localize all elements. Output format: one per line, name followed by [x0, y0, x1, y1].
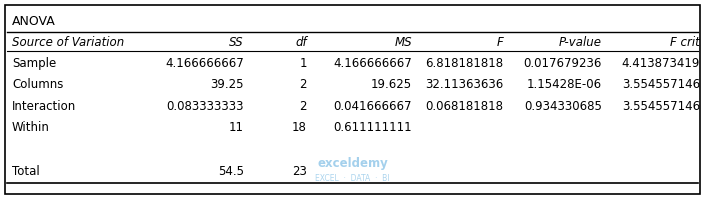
Text: 2: 2 [300, 78, 307, 91]
Text: F crit: F crit [670, 36, 700, 49]
Text: Total: Total [12, 165, 39, 178]
Text: 4.166666667: 4.166666667 [333, 57, 412, 70]
Text: 0.017679236: 0.017679236 [523, 57, 602, 70]
Text: 0.068181818: 0.068181818 [426, 100, 503, 113]
Text: 2: 2 [300, 100, 307, 113]
Text: 6.818181818: 6.818181818 [425, 57, 503, 70]
Text: 4.166666667: 4.166666667 [165, 57, 244, 70]
Text: 11: 11 [228, 121, 244, 135]
Text: SS: SS [229, 36, 244, 49]
Text: ANOVA: ANOVA [12, 15, 56, 28]
Text: 4.413873419: 4.413873419 [622, 57, 700, 70]
Text: EXCEL  ·  DATA  ·  BI: EXCEL · DATA · BI [315, 175, 390, 183]
Text: 19.625: 19.625 [371, 78, 412, 91]
Text: Source of Variation: Source of Variation [12, 36, 124, 49]
Text: 1: 1 [300, 57, 307, 70]
Text: 32.11363636: 32.11363636 [425, 78, 503, 91]
Text: 23: 23 [292, 165, 307, 178]
Text: Sample: Sample [12, 57, 56, 70]
Text: MS: MS [395, 36, 412, 49]
Text: 1.15428E-06: 1.15428E-06 [527, 78, 602, 91]
Text: 0.083333333: 0.083333333 [166, 100, 244, 113]
FancyBboxPatch shape [5, 5, 700, 194]
Text: 3.554557146: 3.554557146 [622, 78, 700, 91]
Text: 18: 18 [292, 121, 307, 135]
Text: df: df [295, 36, 307, 49]
Text: 0.934330685: 0.934330685 [524, 100, 602, 113]
Text: Columns: Columns [12, 78, 63, 91]
Text: Interaction: Interaction [12, 100, 76, 113]
Text: 54.5: 54.5 [218, 165, 244, 178]
Text: exceldemy: exceldemy [317, 157, 388, 170]
Text: F: F [497, 36, 503, 49]
Text: 39.25: 39.25 [210, 78, 244, 91]
Text: Within: Within [12, 121, 50, 135]
Text: 0.611111111: 0.611111111 [333, 121, 412, 135]
Text: P-value: P-value [559, 36, 602, 49]
Text: 0.041666667: 0.041666667 [333, 100, 412, 113]
Text: 3.554557146: 3.554557146 [622, 100, 700, 113]
